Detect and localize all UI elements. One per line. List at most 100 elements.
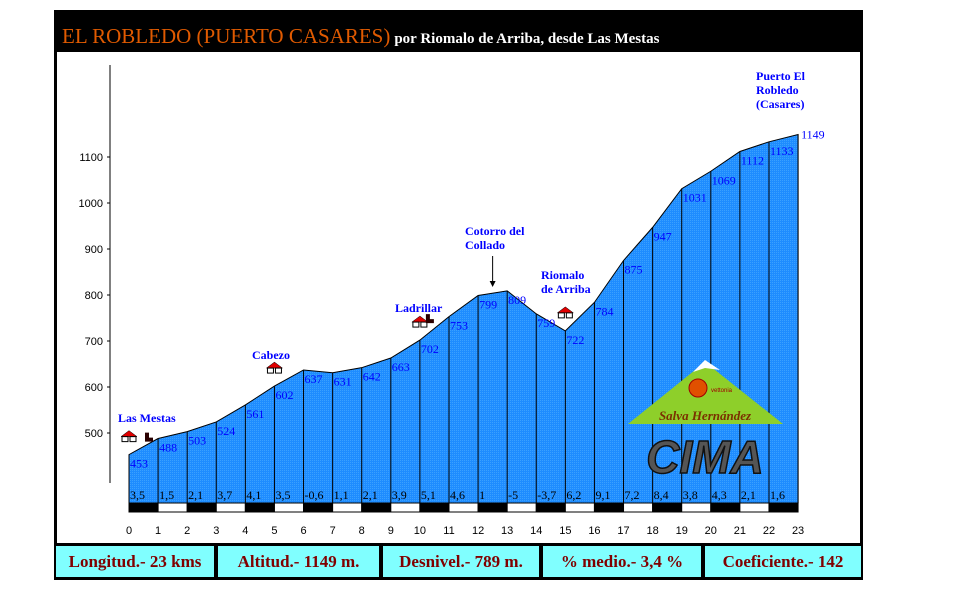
summary-footer: Longitud.- 23 kms Altitud.- 1149 m. Desn… (54, 543, 863, 580)
gradient-label: 4,3 (712, 488, 727, 502)
km-strip-segment (593, 502, 625, 513)
x-tick-label: 20 (705, 525, 717, 537)
km-strip-segment (419, 502, 450, 513)
title-sub: por Riomalo de Arriba, desde Las Mestas (394, 31, 660, 47)
altitude-label: 784 (595, 304, 613, 318)
x-tick-label: 12 (472, 525, 484, 537)
gradient-label: 3,9 (392, 488, 407, 502)
km-strip-segment (361, 502, 392, 513)
x-tick-label: 11 (443, 525, 454, 537)
km-strip-segment (215, 502, 246, 513)
x-tick-label: 21 (734, 525, 746, 537)
y-tick-label: 600 (85, 382, 103, 394)
gradient-label: 2,1 (363, 488, 378, 502)
km-strip-segment (564, 502, 595, 513)
waypoint-label: Riomalo (541, 268, 584, 282)
waypoint-label: Cotorro del (465, 224, 525, 238)
y-tick-label: 800 (85, 290, 103, 302)
km-strip-segment (710, 502, 741, 513)
logo-snow (693, 360, 720, 372)
y-tick-label: 1000 (79, 198, 103, 210)
x-tick-label: 7 (330, 525, 336, 537)
gradient-label: 4,6 (450, 488, 465, 502)
altitude-label: 1069 (712, 173, 736, 187)
gradient-label: 1,1 (334, 488, 349, 502)
village-icon (120, 430, 138, 437)
altitude-label: 524 (217, 424, 235, 438)
altitude-label: 753 (450, 319, 468, 333)
altitude-label: 637 (305, 372, 323, 386)
stat-elevation-gain: Desnivel.- 789 m. (383, 546, 539, 577)
km-strip-segment (477, 502, 508, 513)
x-tick-label: 15 (559, 525, 571, 537)
altitude-label: 453 (130, 457, 148, 471)
altitude-label: 1149 (801, 127, 825, 141)
stat-length: Longitud.- 23 kms (56, 546, 214, 577)
altitude-label: 947 (654, 229, 672, 243)
y-tick-label: 500 (85, 428, 103, 440)
km-strip-segment (652, 502, 683, 513)
x-tick-label: 16 (588, 525, 600, 537)
logo-author: Salva Hernández (659, 408, 752, 423)
gradient-label: -3,7 (537, 488, 556, 502)
village-icon (265, 361, 284, 369)
gradient-label: 1,6 (770, 488, 785, 502)
logo-emblem-icon (688, 378, 708, 398)
stat-average-grade: % medio.- 3,4 % (543, 546, 701, 577)
km-strip-segment (186, 502, 217, 513)
x-tick-label: 5 (271, 525, 277, 537)
x-tick-label: 3 (213, 525, 219, 537)
x-tick-label: 22 (763, 525, 775, 537)
village-icon-house (557, 312, 565, 319)
chart-title: EL ROBLEDO (PUERTO CASARES) por Riomalo … (62, 24, 659, 49)
km-strip-segment (535, 502, 566, 513)
village-icon-house (266, 367, 274, 374)
gradient-label: 2,1 (741, 488, 756, 502)
x-tick-label: 1 (155, 525, 161, 537)
km-strip-segment (739, 502, 770, 513)
altitude-label: 503 (188, 434, 206, 448)
x-tick-label: 23 (792, 525, 804, 537)
altitude-label: 1031 (683, 191, 707, 205)
altitude-label: 602 (275, 388, 293, 402)
gradient-label: 3,7 (217, 488, 232, 502)
village-icon (411, 315, 429, 323)
x-tick-label: 10 (414, 525, 426, 537)
altitude-label: 722 (566, 333, 584, 347)
km-strip-segment (506, 502, 537, 513)
gradient-label: -0,6 (305, 488, 324, 502)
y-tick-label: 1100 (79, 152, 103, 164)
village-icon-house (420, 321, 428, 328)
altitude-label: 759 (537, 316, 555, 330)
logo-brand: CIMA (646, 431, 764, 483)
gradient-label: 9,1 (595, 488, 610, 502)
waypoint-label: Robledo (756, 83, 799, 97)
gradient-label: -5 (508, 488, 518, 502)
altitude-label: 1112 (741, 153, 764, 167)
village-icon (556, 306, 575, 314)
km-strip-segment (303, 502, 334, 513)
hut-icon (425, 314, 434, 324)
x-tick-label: 9 (388, 525, 394, 537)
waypoint-label: Cabezo (252, 348, 290, 362)
x-tick-label: 0 (126, 525, 132, 537)
altitude-label: 875 (625, 263, 643, 277)
arrow-head-icon (489, 281, 496, 287)
gradient-label: 6,2 (566, 488, 581, 502)
gradient-label: 1 (479, 488, 485, 502)
title-main: EL ROBLEDO (PUERTO CASARES) (62, 24, 391, 48)
village-icon-house (412, 321, 420, 328)
x-tick-label: 17 (617, 525, 629, 537)
waypoint-label: (Casares) (756, 97, 804, 111)
x-tick-label: 14 (530, 525, 542, 537)
gradient-label: 3,5 (130, 488, 145, 502)
village-icon-house (565, 312, 573, 319)
gradient-label: 4,1 (246, 488, 261, 502)
km-strip-segment (448, 502, 479, 513)
village-icon-house (274, 367, 282, 374)
waypoint-label: Las Mestas (118, 411, 176, 425)
km-strip-segment (390, 502, 421, 513)
y-tick-label: 700 (85, 336, 103, 348)
km-strip-segment (332, 502, 363, 513)
x-tick-label: 4 (242, 525, 248, 537)
